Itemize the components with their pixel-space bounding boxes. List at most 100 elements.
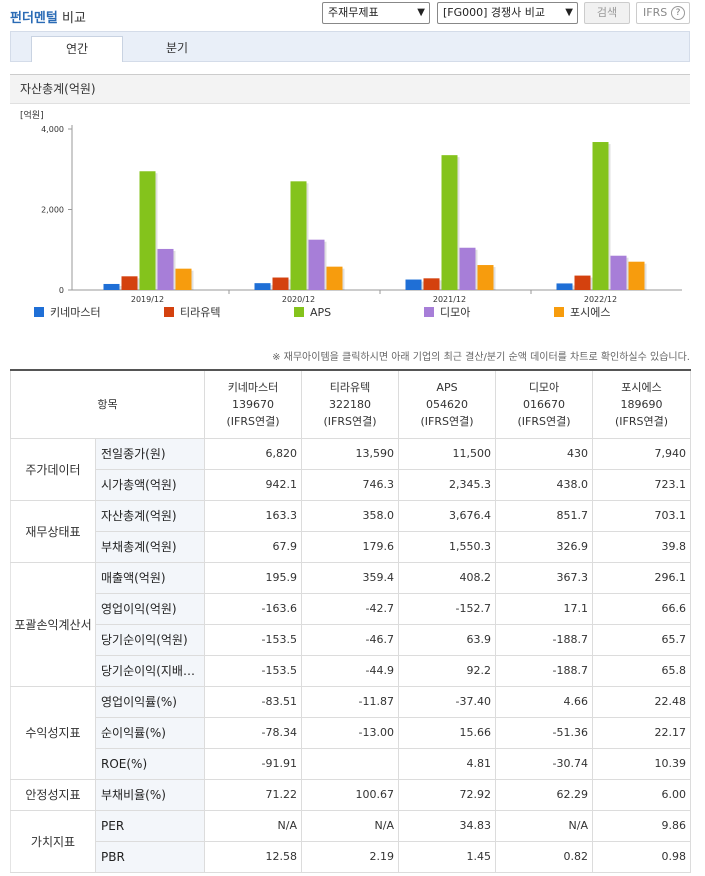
value-cell: 65.8 [592, 654, 691, 687]
compare-select-value: [FG000] 경쟁사 비교 [443, 6, 546, 19]
chart-bar [574, 275, 591, 290]
value-cell: 11,500 [398, 437, 496, 470]
chart-bar [423, 278, 440, 290]
item-label[interactable]: 시가총액(억원) [95, 468, 205, 501]
comparison-table: 항목 키네마스터 139670 (IFRS연결) 티라유텍 322180 (IFRS연결… [10, 369, 691, 873]
value-cell: -78.34 [204, 716, 302, 749]
chart-bar [254, 283, 271, 290]
value-cell: 1.45 [398, 840, 496, 873]
tab-quarterly[interactable]: 분기 [165, 41, 189, 55]
table-row: 안정성지표 부채비율(%) 71.22 100.67 72.92 62.29 6.00 [10, 778, 691, 811]
item-label[interactable]: 부채총계(억원) [95, 530, 205, 563]
value-cell: 63.9 [398, 623, 496, 656]
statement-select[interactable]: 주재무제표 ▼ [322, 2, 430, 24]
table-row: 순이익률(%) -78.34 -13.00 15.66 -51.36 22.17 [11, 716, 691, 749]
chart-bar [592, 142, 609, 290]
tab-annual[interactable]: 연간 [31, 36, 123, 62]
company-code: 322180 [329, 397, 371, 411]
ifrs-help-button[interactable]: IFRS ? [636, 2, 690, 24]
item-label[interactable]: 부채비율(%) [95, 778, 205, 811]
value-cell: 15.66 [398, 716, 496, 749]
value-cell: -91.91 [204, 747, 302, 780]
chart-bar-shadow [270, 285, 273, 290]
chart-bar [610, 255, 627, 290]
chart-bar-shadow [155, 173, 158, 290]
item-label[interactable]: 순이익률(%) [95, 716, 205, 749]
ifrs-label: IFRS [643, 6, 668, 19]
value-cell: 163.3 [204, 499, 302, 532]
chart-bar [441, 155, 458, 290]
group-label: 안정성지표 [10, 778, 96, 811]
statement-select-value: 주재무제표 [328, 6, 379, 19]
chart-bar-shadow [590, 277, 593, 290]
value-cell: -153.5 [204, 654, 302, 687]
chart-section-title: 자산총계(억원) [10, 74, 690, 104]
company-basis: (IFRS연결) [323, 414, 377, 428]
value-cell: 746.3 [301, 468, 399, 501]
compare-select[interactable]: [FG000] 경쟁사 비교 ▼ [437, 2, 578, 24]
item-label[interactable]: 자산총계(억원) [95, 499, 205, 532]
company-header: APS 054620 (IFRS연결) [398, 369, 496, 439]
page-title: 펀더멘털 비교 [10, 7, 86, 26]
company-name[interactable]: 포시에스 [621, 380, 662, 394]
notice-text: ※ 재무아이템을 클릭하시면 아래 기업의 최근 결산/분기 순액 데이터를 차… [272, 352, 690, 363]
table-row: 포괄손익계산서 매출액(억원) 195.9 359.4 408.2 367.3 296.1 [10, 561, 691, 687]
value-cell: 179.6 [301, 530, 399, 563]
item-label[interactable]: 매출액(억원) [95, 561, 205, 594]
chart-bar-shadow [324, 241, 327, 290]
value-cell: 0.98 [592, 840, 691, 873]
company-name[interactable]: 키네마스터 [227, 380, 279, 394]
value-cell: 703.1 [592, 499, 691, 532]
value-cell: 65.7 [592, 623, 691, 656]
legend-swatch [164, 307, 174, 317]
company-name[interactable]: APS [436, 380, 458, 394]
help-icon: ? [671, 6, 685, 20]
chart-bar-shadow [457, 157, 460, 290]
item-label[interactable]: ROE(%) [95, 747, 205, 780]
item-label[interactable]: PBR [95, 840, 205, 873]
value-cell: 34.83 [398, 809, 496, 842]
x-tick-label: 2019/12 [131, 295, 164, 304]
chart-bar [459, 247, 476, 290]
value-cell: -37.40 [398, 685, 496, 718]
company-name[interactable]: 디모아 [528, 380, 560, 394]
chevron-down-icon: ▼ [417, 7, 425, 18]
value-cell: 6.00 [592, 778, 691, 811]
company-header: 포시에스 189690 (IFRS연결) [592, 369, 691, 439]
value-cell: -42.7 [301, 592, 399, 625]
group-label: 재무상태표 [10, 499, 96, 563]
legend-swatch [424, 307, 434, 317]
company-header: 키네마스터 139670 (IFRS연결) [204, 369, 302, 439]
chart-bar [405, 279, 422, 290]
chart-bar [628, 261, 645, 290]
value-cell: -152.7 [398, 592, 496, 625]
item-label[interactable]: 당기순이익(억원) [95, 623, 205, 656]
chart-bar-shadow [644, 263, 647, 290]
total-assets-chart: [억원] 0 2,000 4,000 2019/12 2020/12 2021/12 2022… [20, 109, 682, 319]
search-button[interactable]: 검색 [584, 2, 630, 24]
item-label[interactable]: 영업이익률(%) [95, 685, 205, 718]
item-label[interactable]: 영업이익(억원) [95, 592, 205, 625]
value-cell: 71.22 [204, 778, 302, 811]
legend-label: 키네마스터 [50, 306, 101, 319]
legend-swatch [34, 307, 44, 317]
chart-bar-shadow [288, 279, 291, 290]
item-label[interactable]: 당기순이익(지배… [95, 654, 205, 687]
chart-bar-shadow [421, 281, 424, 290]
chart-bar [121, 276, 138, 290]
legend-label: 디모아 [440, 306, 470, 319]
company-name[interactable]: 티라유텍 [329, 380, 371, 394]
value-cell: 39.8 [592, 530, 691, 563]
value-cell: N/A [204, 809, 302, 842]
item-label[interactable]: 전일종가(원) [95, 437, 205, 470]
chart-bar-shadow [119, 285, 122, 290]
company-basis: (IFRS연결) [226, 414, 280, 428]
company-code: 054620 [426, 397, 468, 411]
value-cell: 62.29 [495, 778, 593, 811]
table-row: ROE(%) -91.91 4.81 -30.74 10.39 [11, 747, 691, 780]
value-cell: 2,345.3 [398, 468, 496, 501]
chart-bar-shadow [626, 257, 629, 290]
value-cell: -51.36 [495, 716, 593, 749]
item-label[interactable]: PER [95, 809, 205, 842]
chart-bar-shadow [306, 183, 309, 290]
